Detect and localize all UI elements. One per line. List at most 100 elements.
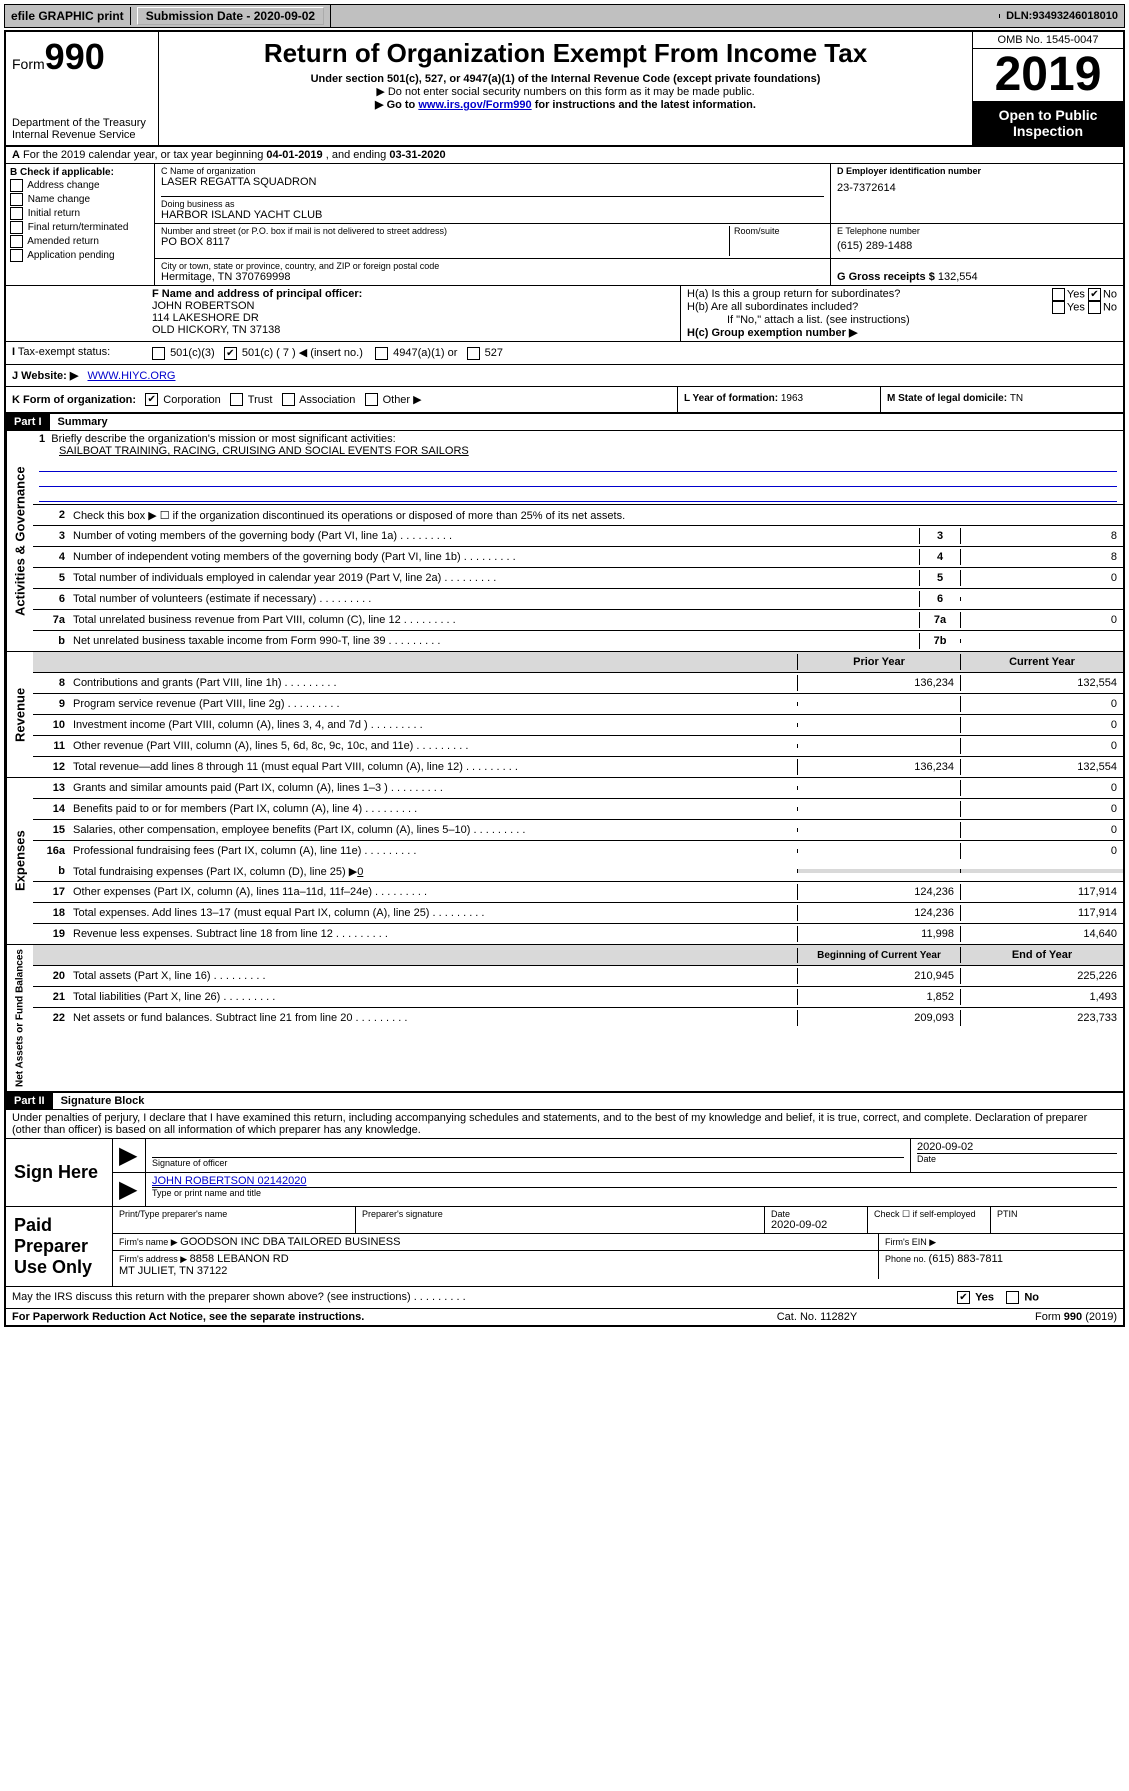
table-row: 11Other revenue (Part VIII, column (A), …: [33, 736, 1123, 757]
part1-label: Part I: [6, 414, 50, 430]
discuss-yes[interactable]: [957, 1291, 970, 1304]
row-a-tax-year: A For the 2019 calendar year, or tax yea…: [6, 147, 1123, 164]
revenue-section: Revenue Prior Year Current Year 8Contrib…: [6, 652, 1123, 778]
paid-preparer-label: Paid Preparer Use Only: [6, 1207, 113, 1286]
org-name-cell: C Name of organization LASER REGATTA SQU…: [155, 164, 831, 223]
submission-button[interactable]: Submission Date - 2020-09-02: [137, 7, 324, 25]
form-footer: For Paperwork Reduction Act Notice, see …: [6, 1308, 1123, 1325]
dept-label: Department of the Treasury Internal Reve…: [12, 117, 152, 141]
box-m: M State of legal domicile: TN: [881, 387, 1123, 413]
arrow-icon: ▶: [113, 1139, 146, 1172]
revenue-sidebar: Revenue: [6, 652, 33, 777]
check-527[interactable]: [467, 347, 480, 360]
submission-cell: Submission Date - 2020-09-02: [131, 5, 331, 27]
table-row: 8Contributions and grants (Part VIII, li…: [33, 673, 1123, 694]
expenses-section: Expenses 13Grants and similar amounts pa…: [6, 778, 1123, 945]
table-row: 16aProfessional fundraising fees (Part I…: [33, 841, 1123, 861]
ha-yes[interactable]: [1052, 288, 1065, 301]
box-f: F Name and address of principal officer:…: [6, 286, 681, 341]
ha-no[interactable]: [1088, 288, 1101, 301]
check-assoc[interactable]: [282, 393, 295, 406]
hb-no[interactable]: [1088, 301, 1101, 314]
table-row: 17Other expenses (Part IX, column (A), l…: [33, 882, 1123, 903]
table-row: 22Net assets or fund balances. Subtract …: [33, 1008, 1123, 1028]
check-final-return[interactable]: [10, 221, 23, 234]
officer-name-link[interactable]: JOHN ROBERTSON 02142020: [152, 1175, 1117, 1187]
box-l: L Year of formation: 1963: [678, 387, 881, 413]
table-row: 14Benefits paid to or for members (Part …: [33, 799, 1123, 820]
check-501c[interactable]: [224, 347, 237, 360]
top-toolbar: efile GRAPHIC print Submission Date - 20…: [4, 4, 1125, 28]
form-title: Return of Organization Exempt From Incom…: [165, 38, 966, 69]
part1-header-row: Part I Summary: [6, 414, 1123, 431]
table-row: 12Total revenue—add lines 8 through 11 (…: [33, 757, 1123, 777]
box-e: E Telephone number (615) 289-1488: [831, 224, 1123, 258]
box-h: H(a) Is this a group return for subordin…: [681, 286, 1123, 341]
box-i: I Tax-exempt status: 501(c)(3) 501(c) ( …: [6, 342, 1123, 365]
table-row: 5Total number of individuals employed in…: [33, 568, 1123, 589]
table-row: 3Number of voting members of the governi…: [33, 526, 1123, 547]
form-outer: Form990 Department of the Treasury Inter…: [4, 30, 1125, 1327]
table-row: 19Revenue less expenses. Subtract line 1…: [33, 924, 1123, 944]
irs-link[interactable]: www.irs.gov/Form990: [418, 99, 531, 111]
expenses-sidebar: Expenses: [6, 778, 33, 944]
website-link[interactable]: WWW.HIYC.ORG: [88, 370, 176, 382]
discuss-no[interactable]: [1006, 1291, 1019, 1304]
check-initial-return[interactable]: [10, 207, 23, 220]
box-k: K Form of organization: Corporation Trus…: [6, 387, 678, 413]
sign-here-label: Sign Here: [6, 1139, 113, 1206]
tax-year: 2019: [973, 49, 1123, 101]
part1-title: Summary: [50, 414, 116, 430]
discuss-row: May the IRS discuss this return with the…: [6, 1287, 1123, 1308]
box-g: G Gross receipts $ 132,554: [831, 259, 1123, 285]
form-subtitle: Under section 501(c), 527, or 4947(a)(1)…: [165, 73, 966, 85]
table-row: 15Salaries, other compensation, employee…: [33, 820, 1123, 841]
check-other[interactable]: [365, 393, 378, 406]
netassets-sidebar: Net Assets or Fund Balances: [6, 945, 33, 1091]
sign-here-block: Sign Here ▶ Signature of officer 2020-09…: [6, 1139, 1123, 1207]
table-row: 10Investment income (Part VIII, column (…: [33, 715, 1123, 736]
table-row: 4Number of independent voting members of…: [33, 547, 1123, 568]
box-c-container: C Name of organization LASER REGATTA SQU…: [155, 164, 1123, 285]
table-row: 6Total number of volunteers (estimate if…: [33, 589, 1123, 610]
part2-header-row: Part II Signature Block: [6, 1093, 1123, 1110]
form-header: Form990 Department of the Treasury Inter…: [6, 32, 1123, 147]
check-4947[interactable]: [375, 347, 388, 360]
header-center: Return of Organization Exempt From Incom…: [159, 32, 973, 145]
governance-sidebar: Activities & Governance: [6, 431, 33, 651]
note-ssn: ▶ Do not enter social security numbers o…: [165, 85, 966, 98]
box-b: B Check if applicable: Address change Na…: [6, 164, 155, 285]
check-address-change[interactable]: [10, 179, 23, 192]
part2-label: Part II: [6, 1093, 53, 1109]
table-row: 18Total expenses. Add lines 13–17 (must …: [33, 903, 1123, 924]
efile-label: efile GRAPHIC print: [5, 7, 131, 25]
table-row: 13Grants and similar amounts paid (Part …: [33, 778, 1123, 799]
check-trust[interactable]: [230, 393, 243, 406]
dln-cell: DLN: 93493246018010: [1000, 8, 1124, 24]
check-amended-return[interactable]: [10, 235, 23, 248]
check-name-change[interactable]: [10, 193, 23, 206]
check-corp[interactable]: [145, 393, 158, 406]
table-row: bNet unrelated business taxable income f…: [33, 631, 1123, 651]
omb-number: OMB No. 1545-0047: [973, 32, 1123, 49]
table-row: 9Program service revenue (Part VIII, lin…: [33, 694, 1123, 715]
paid-preparer-block: Paid Preparer Use Only Print/Type prepar…: [6, 1207, 1123, 1287]
box-d: D Employer identification number 23-7372…: [831, 164, 1123, 223]
table-row: 20Total assets (Part X, line 16)210,9452…: [33, 966, 1123, 987]
note-goto: ▶ Go to www.irs.gov/Form990 for instruct…: [165, 98, 966, 111]
box-j: J Website: ▶ WWW.HIYC.ORG: [6, 365, 1123, 387]
governance-section: Activities & Governance 1 Briefly descri…: [6, 431, 1123, 652]
hb-yes[interactable]: [1052, 301, 1065, 314]
part2-title: Signature Block: [53, 1093, 153, 1109]
line1: 1 Briefly describe the organization's mi…: [33, 431, 1123, 504]
declaration-text: Under penalties of perjury, I declare th…: [6, 1110, 1123, 1139]
toolbar-spacer: [331, 14, 1000, 18]
check-application-pending[interactable]: [10, 249, 23, 262]
section-bcdeg: B Check if applicable: Address change Na…: [6, 164, 1123, 286]
form-number: Form990: [12, 36, 152, 78]
open-inspection: Open to Public Inspection: [973, 101, 1123, 145]
table-row: 21Total liabilities (Part X, line 26)1,8…: [33, 987, 1123, 1008]
row-fh: F Name and address of principal officer:…: [6, 286, 1123, 342]
header-left: Form990 Department of the Treasury Inter…: [6, 32, 159, 145]
check-501c3[interactable]: [152, 347, 165, 360]
